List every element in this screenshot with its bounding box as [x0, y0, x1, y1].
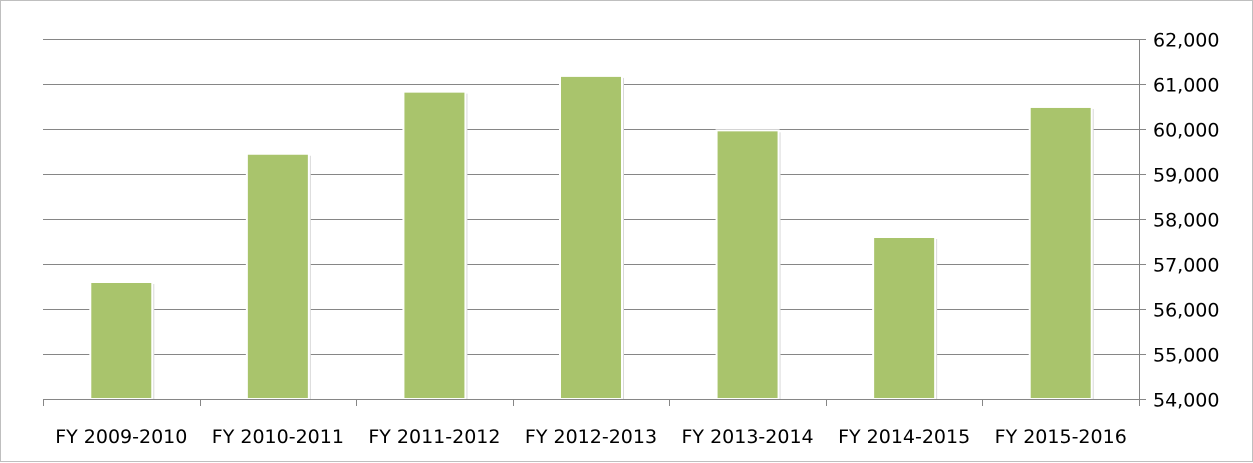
bar [715, 129, 780, 400]
bar [559, 74, 623, 401]
y-tick-label: 60,000 [1153, 120, 1219, 142]
axes [43, 39, 1146, 406]
x-tick-label: FY 2012-2013 [525, 426, 657, 448]
x-tick-label: FY 2009-2010 [55, 426, 187, 448]
bar [872, 236, 937, 400]
y-tick-label: 56,000 [1153, 300, 1219, 322]
y-tick-label: 55,000 [1153, 345, 1219, 367]
bars [89, 74, 1094, 401]
x-tick-label: FY 2015-2016 [995, 426, 1127, 448]
y-tick-label: 61,000 [1153, 75, 1219, 97]
x-tick-labels: FY 2009-2010 FY 2010-2011 FY 2011-2012 FY 2… [55, 426, 1127, 448]
y-tick-label: 57,000 [1153, 255, 1219, 277]
bar [89, 281, 154, 400]
x-tick-label: FY 2010-2011 [212, 426, 344, 448]
y-tick-label: 54,000 [1153, 390, 1219, 412]
bar [402, 90, 467, 401]
bar [245, 152, 310, 400]
x-tick-label: FY 2014-2015 [838, 426, 970, 448]
x-tick-label: FY 2013-2014 [682, 426, 814, 448]
bar [1028, 105, 1093, 400]
x-tick-label: FY 2011-2012 [368, 426, 500, 448]
y-tick-label: 58,000 [1153, 210, 1219, 232]
y-tick-labels: 54,000 55,000 56,000 57,000 58,000 59,000 60,0… [1153, 30, 1219, 412]
y-tick-label: 59,000 [1153, 165, 1219, 187]
y-tick-label: 62,000 [1153, 30, 1219, 52]
